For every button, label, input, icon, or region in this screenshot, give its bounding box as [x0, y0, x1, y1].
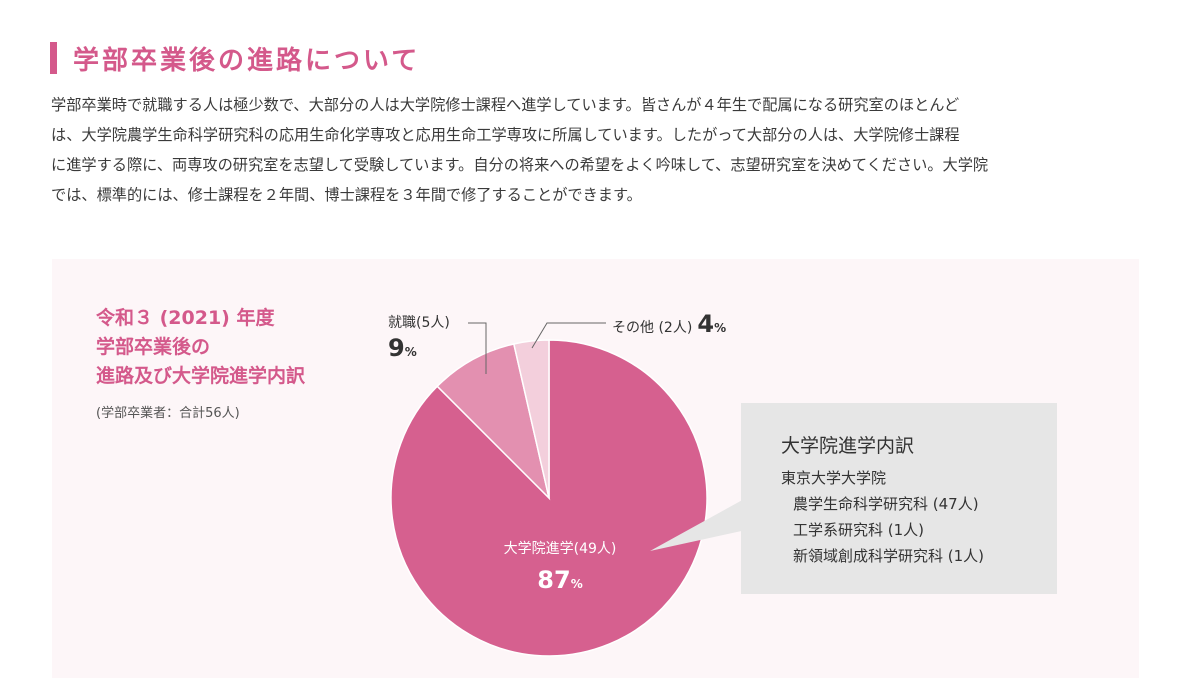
- pie-slice-other: [512, 339, 550, 499]
- slice-label-percent: 9%: [388, 334, 417, 362]
- leader-line-other: [531, 322, 606, 349]
- heading-accent-bar: [50, 42, 57, 74]
- chart-title-line: 進路及び大学院進学内訳: [96, 365, 306, 387]
- slice-label-name: 大学院進学(49人): [503, 541, 617, 557]
- chart-title-line: 学部卒業後の: [96, 336, 211, 358]
- chart-title-line: 令和３ (2021) 年度: [96, 307, 275, 329]
- slice-label-name: 就職(5人): [388, 315, 450, 331]
- grad-breakdown-callout: 大学院進学内訳 東京大学大学院 農学生命科学研究科 (47人) 工学系研究科 (…: [741, 403, 1057, 594]
- chart-title: 令和３ (2021) 年度 学部卒業後の 進路及び大学院進学内訳: [96, 304, 305, 391]
- leader-line-job: [468, 322, 487, 374]
- slice-label-other: その他 (2人) 4%: [612, 310, 726, 338]
- breakdown-item: 農学生命科学研究科 (47人): [793, 495, 979, 513]
- breakdown-item: 新領域創成科学研究科 (1人): [793, 547, 985, 565]
- section-heading: 学部卒業後の進路について: [50, 40, 420, 76]
- breakdown-title: 大学院進学内訳: [781, 435, 915, 457]
- slice-label-grad: 大学院進学(49人) 87%: [490, 538, 630, 594]
- pie-slices: [390, 339, 708, 657]
- intro-line: 学部卒業時で就職する人は極少数で、大部分の人は大学院修士課程へ進学しています。皆…: [51, 96, 960, 114]
- intro-line: は、大学院農学生命科学研究科の応用生命化学専攻と応用生命工学専攻に所属しています…: [51, 126, 960, 144]
- intro-paragraph: 学部卒業時で就職する人は極少数で、大部分の人は大学院修士課程へ進学しています。皆…: [51, 90, 1151, 210]
- breakdown-item: 工学系研究科 (1人): [793, 521, 925, 539]
- chart-total-note: (学部卒業者：合計56人): [96, 406, 240, 421]
- slice-label-percent: 4%: [697, 310, 727, 338]
- breakdown-list: 農学生命科学研究科 (47人) 工学系研究科 (1人) 新領域創成科学研究科 (…: [793, 491, 984, 569]
- pie-slice-job: [436, 343, 551, 501]
- page-title: 学部卒業後の進路について: [73, 45, 421, 76]
- intro-line: に進学する際に、両専攻の研究室を志望して受験しています。自分の将来への希望をよく…: [51, 156, 989, 174]
- intro-line: では、標準的には、修士課程を２年間、博士課程を３年間で修了することができます。: [51, 186, 642, 204]
- pie-slice-grad: [390, 339, 708, 657]
- breakdown-university: 東京大学大学院: [781, 469, 887, 487]
- slice-label-job: 就職(5人) 9%: [388, 312, 450, 362]
- slice-label-percent: 87%: [537, 566, 583, 594]
- callout-pointer: [650, 498, 746, 551]
- slice-label-name: その他 (2人): [612, 320, 693, 336]
